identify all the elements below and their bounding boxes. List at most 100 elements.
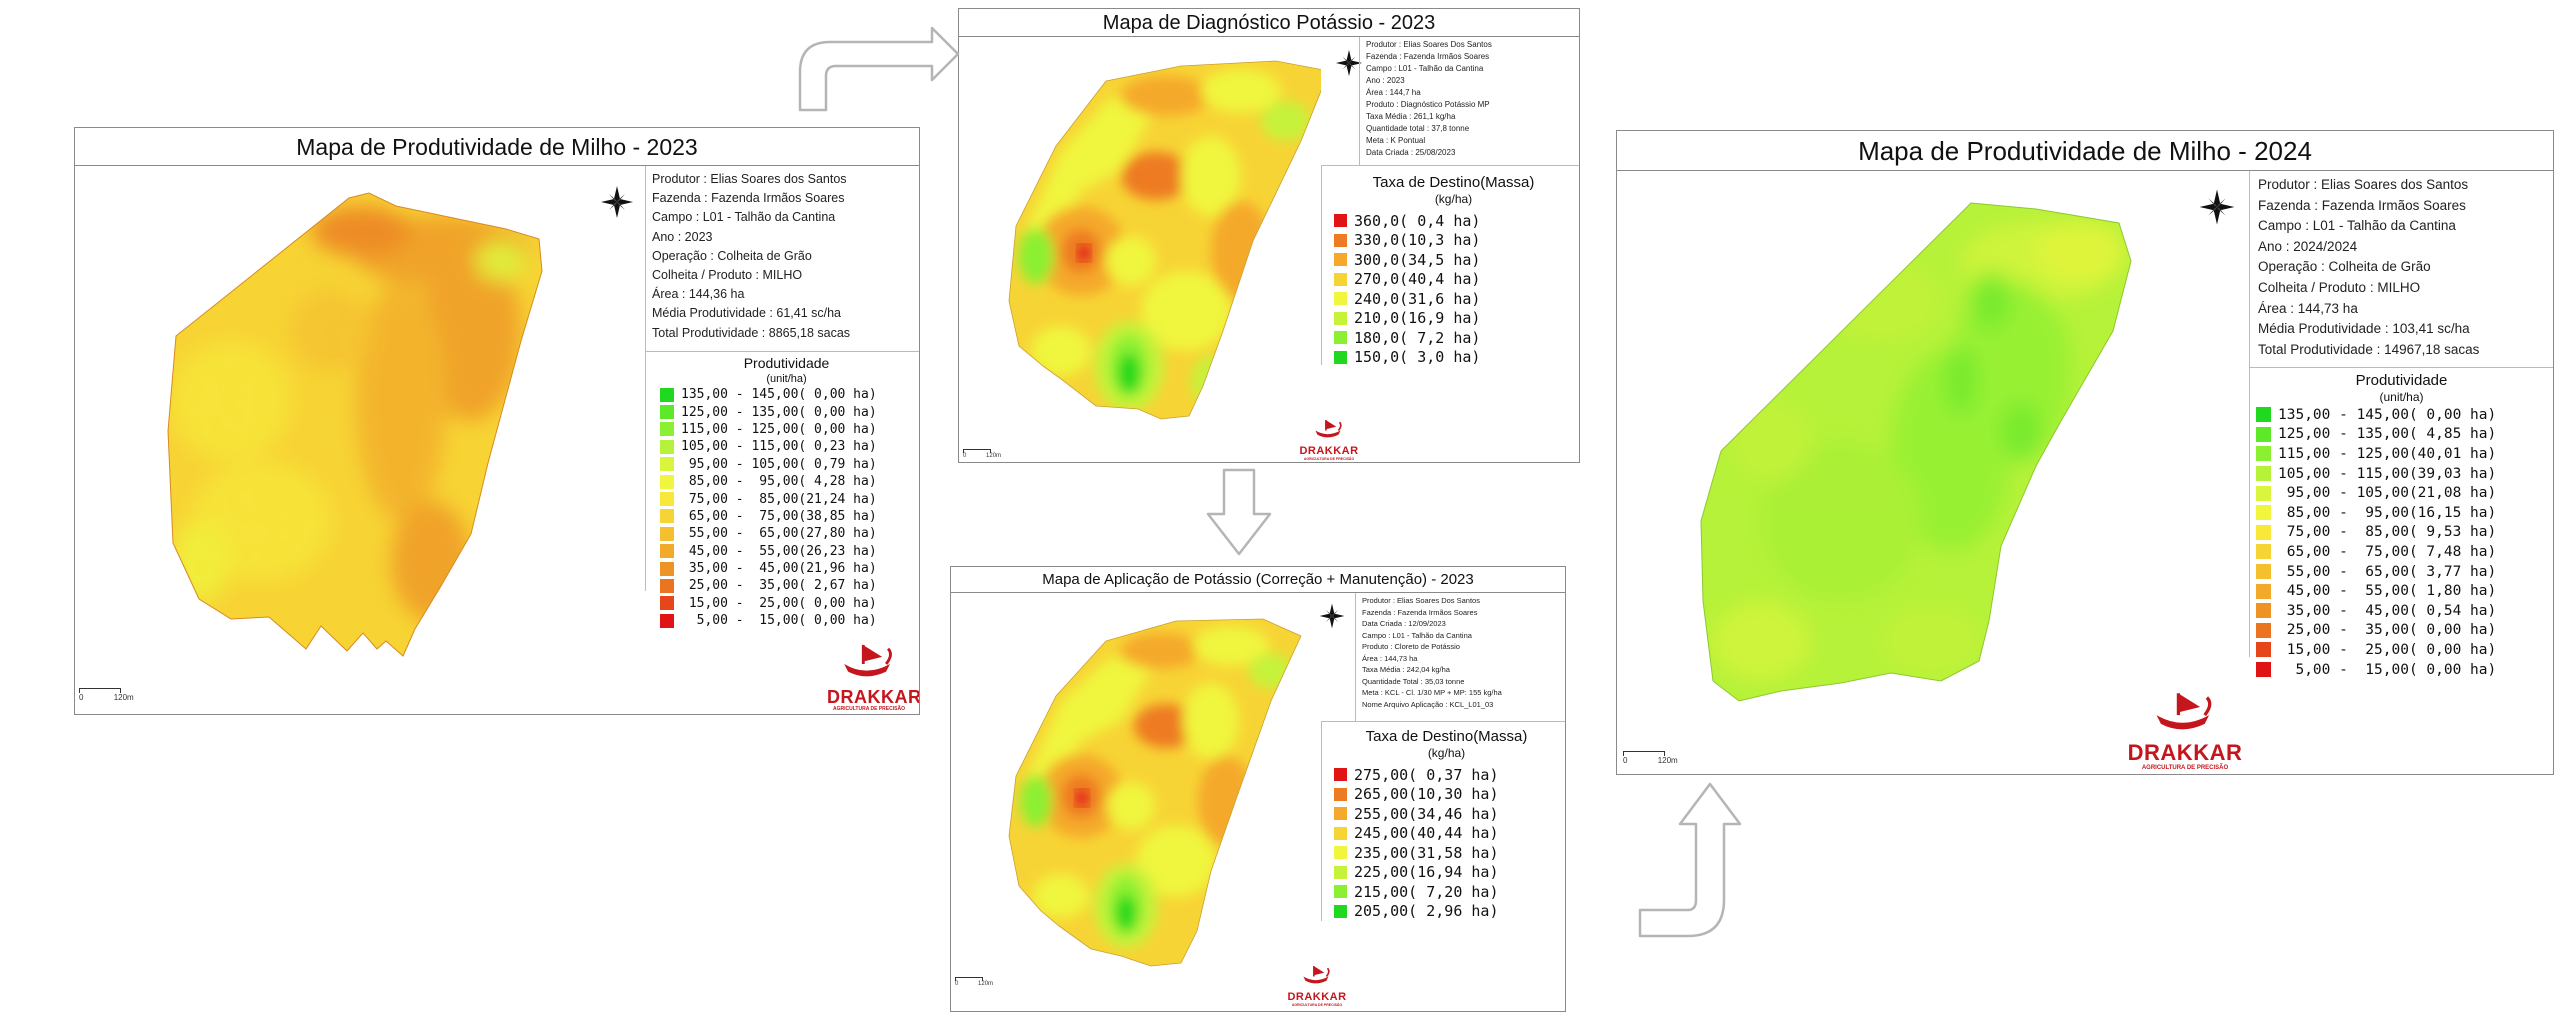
legend-row: 240,0(31,6 ha) xyxy=(1334,289,1573,309)
legend-swatch xyxy=(1334,331,1347,345)
legend-row: 5,00 - 15,00( 0,00 ha) xyxy=(2256,660,2547,680)
legend-label: 35,00 - 45,00( 0,54 ha) xyxy=(2278,602,2497,619)
legend-label: 65,00 - 75,00( 7,48 ha) xyxy=(2278,543,2497,560)
legend-row: 25,00 - 35,00( 2,67 ha) xyxy=(660,577,913,594)
scale-label: 120m xyxy=(113,693,134,702)
legend-label: 75,00 - 85,00( 9,53 ha) xyxy=(2278,524,2497,541)
info-line: Ano : 2024/2024 xyxy=(2258,238,2358,254)
info-block: Produtor : Elias Soares dos Santos Fazen… xyxy=(645,166,919,351)
info-line: Produtor : Elias Soares Dos Santos xyxy=(1366,40,1492,49)
map-panel-potassium-application: Mapa de Aplicação de Potássio (Correção … xyxy=(950,566,1566,1012)
legend-row: 360,0( 0,4 ha) xyxy=(1334,211,1573,231)
legend-label: 300,0(34,5 ha) xyxy=(1354,250,1481,269)
legend-row: 135,00 - 145,00( 0,00 ha) xyxy=(2256,405,2547,425)
info-line: Data Criada : 12/09/2023 xyxy=(1362,619,1446,628)
info-line: Ano : 2023 xyxy=(652,229,713,244)
info-line: Média Produtividade : 61,41 sc/ha xyxy=(652,306,842,321)
legend-swatch xyxy=(660,492,674,507)
info-line: Taxa Média : 261,1 kg/ha xyxy=(1366,112,1456,121)
info-line: Campo : L01 - Talhão da Cantina xyxy=(652,210,836,225)
logo-subtitle: AGRICULTURA DE PRECISÃO xyxy=(2141,765,2229,771)
legend-swatch xyxy=(1334,846,1347,860)
info-line: Ano : 2023 xyxy=(1366,76,1405,85)
logo-brand: DRAKKAR xyxy=(2127,740,2243,765)
legend-row: 115,00 - 125,00(40,01 ha) xyxy=(2256,444,2547,464)
legend-label: 245,00(40,44 ha) xyxy=(1354,824,1499,843)
legend-label: 65,00 - 75,00(38,85 ha) xyxy=(681,508,877,524)
yield-map-2023 xyxy=(167,192,543,657)
legend-swatch xyxy=(2256,524,2271,540)
legend-row: 105,00 - 115,00(39,03 ha) xyxy=(2256,464,2547,484)
legend-row: 205,00( 2,96 ha) xyxy=(1334,902,1559,922)
legend-label: 105,00 - 115,00(39,03 ha) xyxy=(2278,465,2497,482)
info-line: Área : 144,7 ha xyxy=(1366,88,1421,97)
info-line: Campo : L01 - Talhão da Cantina xyxy=(1366,64,1484,73)
legend-label: 275,00( 0,37 ha) xyxy=(1354,765,1499,784)
legend-row: 65,00 - 75,00( 7,48 ha) xyxy=(2256,542,2547,562)
legend-swatch xyxy=(1334,807,1347,821)
drakkar-ship-icon xyxy=(1302,965,1330,985)
drakkar-ship-icon xyxy=(2154,691,2212,731)
legend-label: 135,00 - 145,00( 0,00 ha) xyxy=(2278,406,2497,423)
legend-swatch xyxy=(660,509,674,524)
compass-rose-icon xyxy=(2199,189,2235,225)
legend-swatch xyxy=(660,422,674,437)
legend-label: 210,0(16,9 ha) xyxy=(1354,309,1481,328)
legend-row: 95,00 - 105,00( 0,79 ha) xyxy=(660,456,913,473)
scale-bar: 0 120m xyxy=(955,977,1005,987)
legend-row: 35,00 - 45,00(21,96 ha) xyxy=(660,560,913,577)
legend-row: 65,00 - 75,00(38,85 ha) xyxy=(660,508,913,525)
legend-label: 240,0(31,6 ha) xyxy=(1354,289,1481,308)
legend-swatch xyxy=(2256,642,2271,658)
info-line: Data Criada : 25/08/2023 xyxy=(1366,148,1456,157)
legend-row: 55,00 - 65,00(27,80 ha) xyxy=(660,525,913,542)
legend-row: 115,00 - 125,00( 0,00 ha) xyxy=(660,421,913,438)
legend-label: 150,0( 3,0 ha) xyxy=(1354,348,1481,367)
logo-subtitle: AGRICULTURA DE PRECISÃO xyxy=(1291,1003,1343,1007)
legend-label: 85,00 - 95,00(16,15 ha) xyxy=(2278,504,2497,521)
legend-label: 105,00 - 115,00( 0,23 ha) xyxy=(681,439,877,455)
legend-row: 150,0( 3,0 ha) xyxy=(1334,348,1573,368)
legend-swatch xyxy=(660,613,674,628)
legend-swatch xyxy=(2256,446,2271,462)
drakkar-ship-icon xyxy=(842,643,892,678)
down-arrow-icon xyxy=(1206,468,1272,556)
scale-bar: 0 120m xyxy=(1623,751,1683,765)
legend-swatch xyxy=(2256,583,2271,599)
legend-swatch xyxy=(1334,253,1347,267)
legend-swatch xyxy=(660,457,674,472)
info-block: Produtor : Elias Soares Dos Santos Fazen… xyxy=(1359,37,1579,165)
legend-label: 235,00(31,58 ha) xyxy=(1354,843,1499,862)
info-line: Total Produtividade : 8865,18 sacas xyxy=(652,325,851,340)
legend-label: 45,00 - 55,00(26,23 ha) xyxy=(681,543,877,559)
legend-label: 180,0( 7,2 ha) xyxy=(1354,328,1481,347)
legend-row: 25,00 - 35,00( 0,00 ha) xyxy=(2256,621,2547,641)
legend-row: 210,0(16,9 ha) xyxy=(1334,309,1573,329)
legend-swatch xyxy=(1334,272,1347,286)
compass-rose-icon xyxy=(1319,603,1345,629)
legend-row: 275,00( 0,37 ha) xyxy=(1334,765,1559,785)
legend-title: Taxa de Destino(Massa) xyxy=(1372,174,1535,191)
legend-swatch xyxy=(660,439,674,454)
legend-swatch xyxy=(1334,350,1347,364)
info-line: Campo : L01 - Talhão da Cantina xyxy=(2258,218,2456,234)
legend-label: 270,0(40,4 ha) xyxy=(1354,270,1481,289)
legend-row: 95,00 - 105,00(21,08 ha) xyxy=(2256,483,2547,503)
legend-row: 45,00 - 55,00( 1,80 ha) xyxy=(2256,581,2547,601)
legend-row: 215,00( 7,20 ha) xyxy=(1334,882,1559,902)
info-block: Produtor : Elias Soares dos Santos Fazen… xyxy=(2249,171,2553,367)
legend-swatch xyxy=(1334,214,1347,228)
legend-row: 300,0(34,5 ha) xyxy=(1334,250,1573,270)
legend: Produtividade (unit/ha) 135,00 - 145,00(… xyxy=(2249,367,2553,678)
legend: Produtividade (unit/ha) 135,00 - 145,00(… xyxy=(645,351,919,628)
legend-label: 25,00 - 35,00( 0,00 ha) xyxy=(2278,622,2497,639)
info-line: Produto : Cloreto de Potássio xyxy=(1362,642,1460,651)
info-line: Área : 144,73 ha xyxy=(2258,300,2358,316)
info-line: Colheita / Produto : MILHO xyxy=(2258,279,2421,295)
legend-label: 95,00 - 105,00(21,08 ha) xyxy=(2278,485,2497,502)
info-line: Quantidade total : 37,8 tonne xyxy=(1366,124,1470,133)
info-line: Produto : Diagnóstico Potássio MP xyxy=(1366,100,1490,109)
legend-label: 360,0( 0,4 ha) xyxy=(1354,211,1481,230)
legend-label: 25,00 - 35,00( 2,67 ha) xyxy=(681,578,877,594)
potassium-diagnosis-map xyxy=(1008,60,1321,420)
